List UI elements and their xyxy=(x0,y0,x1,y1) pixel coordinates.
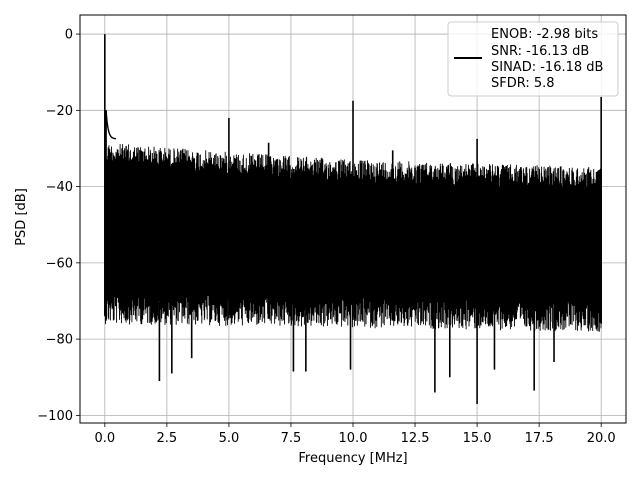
y-tick-label: −60 xyxy=(46,256,73,271)
y-tick-label: −80 xyxy=(46,333,73,348)
x-tick-label: 2.5 xyxy=(157,431,178,446)
x-tick-label: 15.0 xyxy=(463,431,492,446)
legend-snr-text: SNR: -16.13 dB xyxy=(491,44,589,59)
x-tick-label: 0.0 xyxy=(94,431,115,446)
x-axis-label: Frequency [MHz] xyxy=(298,451,407,466)
dc-skirt xyxy=(105,110,117,140)
x-axis-ticks: 0.0 2.5 5.0 7.5 10.0 12.5 15.0 17.5 20.0 xyxy=(94,423,616,446)
legend-sfdr-text: SFDR: 5.8 xyxy=(491,76,555,91)
x-tick-label: 10.0 xyxy=(339,431,368,446)
x-tick-label: 12.5 xyxy=(401,431,430,446)
y-tick-label: −100 xyxy=(37,409,73,424)
x-tick-label: 7.5 xyxy=(281,431,302,446)
y-tick-label: 0 xyxy=(65,28,73,43)
plot-area xyxy=(104,34,602,404)
legend-enob-text: ENOB: -2.98 bits xyxy=(491,27,598,42)
y-tick-label: −40 xyxy=(46,180,73,195)
y-axis-ticks: 0 −20 −40 −60 −80 −100 xyxy=(37,28,80,424)
y-axis-label: PSD [dB] xyxy=(14,188,29,246)
legend: ENOB: -2.98 bits SNR: -16.13 dB SINAD: -… xyxy=(447,21,619,97)
y-tick-label: −20 xyxy=(46,104,73,119)
legend-sinad-text: SINAD: -16.18 dB xyxy=(491,60,603,75)
x-tick-label: 17.5 xyxy=(525,431,554,446)
x-tick-label: 20.0 xyxy=(587,431,616,446)
legend-box xyxy=(447,21,619,97)
x-tick-label: 5.0 xyxy=(219,431,240,446)
